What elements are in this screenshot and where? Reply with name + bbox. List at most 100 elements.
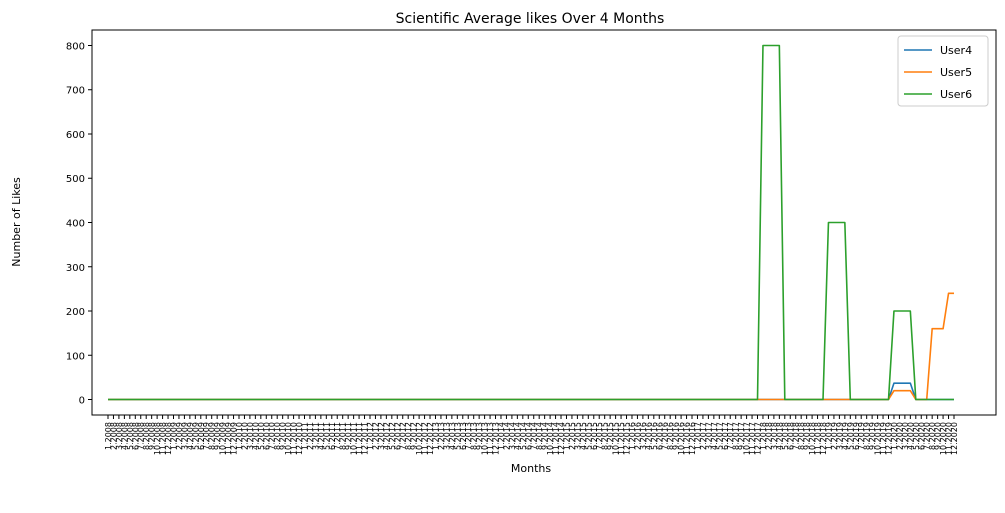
x-tick-label: 12.2010: [295, 422, 304, 455]
x-tick-label: 9.2016: [672, 422, 681, 450]
x-tick-label: 1.2010: [235, 422, 244, 450]
x-tick-label: 3.2020: [901, 422, 910, 450]
x-tick-label: 4.2009: [186, 422, 195, 450]
x-tick-label: 9.2018: [803, 422, 812, 450]
legend-box: [897, 35, 989, 107]
x-tick-label: 4.2016: [644, 422, 653, 450]
x-tick-label: 6.2008: [131, 422, 140, 450]
x-tick-label: 1.2018: [759, 422, 768, 450]
y-axis: 0 100 200 300 400 500 600 700 800: [66, 41, 92, 407]
x-tick-label: 7.2018: [792, 422, 801, 450]
x-tick-label: 1.2012: [366, 422, 375, 450]
x-tick-label: 8.2018: [797, 422, 806, 450]
x-tick-label: 3.2011: [311, 422, 320, 450]
x-tick-label: 7.2014: [530, 422, 539, 450]
x-tick-label: 3.2009: [180, 422, 189, 450]
x-tick-label: 1.2014: [497, 422, 506, 450]
x-tick-label: 2.2010: [240, 422, 249, 450]
x-tick-label: 10.2011: [350, 422, 359, 455]
x-tick-label: 4.2017: [710, 422, 719, 450]
x-tick-label: 3.2014: [508, 422, 517, 450]
x-tick-label: 5.2017: [715, 422, 724, 450]
x-tick-label: 4.2014: [513, 422, 522, 450]
x-tick-label: 10.2018: [808, 422, 817, 455]
x-tick-label: 7.2019: [857, 422, 866, 450]
x-tick-label: 10.2017: [743, 422, 752, 455]
x-tick-label: 2.2016: [633, 422, 642, 450]
x-tick-label: 4.2012: [382, 422, 391, 450]
x-tick-label: 8.2015: [601, 422, 610, 450]
x-tick-label: 12.2015: [623, 422, 632, 455]
x-tick-label: 5.2020: [912, 422, 921, 450]
x-tick-label: 2.2009: [175, 422, 184, 450]
x-tick-label: 5.2008: [126, 422, 135, 450]
x-tick-label: 2.2020: [895, 422, 904, 450]
x-tick-label: 10.2010: [284, 422, 293, 455]
legend-label: User6: [940, 88, 972, 101]
x-tick-label: 10.2020: [939, 422, 948, 455]
x-tick-label: 8.2008: [142, 422, 151, 450]
x-tick-label: 3.2008: [115, 422, 124, 450]
x-tick-label: 9.2019: [868, 422, 877, 450]
x-tick-label: 11.2013: [486, 422, 495, 455]
x-tick-label: 12.2008: [164, 422, 173, 455]
x-tick-label: 2.2008: [109, 422, 118, 450]
x-tick-label: 11.2014: [552, 422, 561, 455]
x-tick-label: 9.2012: [410, 422, 419, 450]
x-tick-label: 5.2011: [322, 422, 331, 450]
x-tick-label: 12.2016: [688, 422, 697, 455]
x-tick-label: 3.2012: [377, 422, 386, 450]
x-tick-label: 8.2020: [928, 422, 937, 450]
x-tick-label: 9.2017: [737, 422, 746, 450]
x-tick-label: 9.2010: [279, 422, 288, 450]
x-tick-label: 12.2011: [361, 422, 370, 455]
x-tick-label: 7.2009: [202, 422, 211, 450]
x-tick-label: 5.2013: [453, 422, 462, 450]
x-tick-label: 11.2012: [421, 422, 430, 455]
x-tick-label: 9.2020: [934, 422, 943, 450]
x-tick-label: 1.2013: [431, 422, 440, 450]
x-tick-label: 6.2017: [721, 422, 730, 450]
x-tick-label: 12.2020: [950, 422, 959, 455]
x-tick-label: 7.2020: [923, 422, 932, 450]
x-tick-label: 1.2008: [104, 422, 113, 450]
chart-title: Scientific Average likes Over 4 Months: [396, 11, 665, 27]
x-tick-label: 8.2011: [339, 422, 348, 450]
x-tick-label: 11.2010: [290, 422, 299, 455]
x-tick-label: 9.2008: [148, 422, 157, 450]
x-tick-label: 7.2017: [726, 422, 735, 450]
x-tick-label: 12.2009: [230, 422, 239, 455]
legend-label: User4: [940, 44, 972, 57]
legend-label: User5: [940, 66, 972, 79]
x-tick-label: 2.2017: [699, 422, 708, 450]
x-tick-label: 2.2013: [437, 422, 446, 450]
x-tick-label: 1.2009: [169, 422, 178, 450]
x-tick-label: 2.2012: [371, 422, 380, 450]
x-tick-label: 12.2014: [557, 422, 566, 455]
x-tick-label: 10.2008: [153, 422, 162, 455]
x-tick-label: 8.2017: [732, 422, 741, 450]
x-tick-label: 9.2015: [606, 422, 615, 450]
x-tick-label: 4.2018: [775, 422, 784, 450]
x-tick-label: 8.2009: [208, 422, 217, 450]
x-tick-label: 11.2008: [159, 422, 168, 455]
y-tick-label: 300: [66, 263, 85, 274]
plot-area: [91, 29, 997, 416]
series-line-user5: [108, 292, 954, 401]
x-tick-label: 4.2015: [579, 422, 588, 450]
x-tick-label: 10.2015: [612, 422, 621, 455]
legend: User4 User5 User6: [897, 35, 989, 107]
x-tick-label: 1.2020: [890, 422, 899, 450]
y-tick-label: 800: [66, 41, 85, 52]
x-tick-label: 11.2015: [617, 422, 626, 455]
x-tick-label: 8.2014: [535, 422, 544, 450]
x-tick-label: 6.2015: [590, 422, 599, 450]
x-tick-label: 12.2017: [754, 422, 763, 455]
y-tick-label: 0: [79, 396, 85, 407]
x-tick-label: 2.2015: [568, 422, 577, 450]
x-tick-label: 6.2011: [328, 422, 337, 450]
x-tick-label: 4.2013: [448, 422, 457, 450]
x-tick-label: 3.2017: [704, 422, 713, 450]
x-tick-label: 2.2011: [306, 422, 315, 450]
x-tick-label: 10.2012: [415, 422, 424, 455]
